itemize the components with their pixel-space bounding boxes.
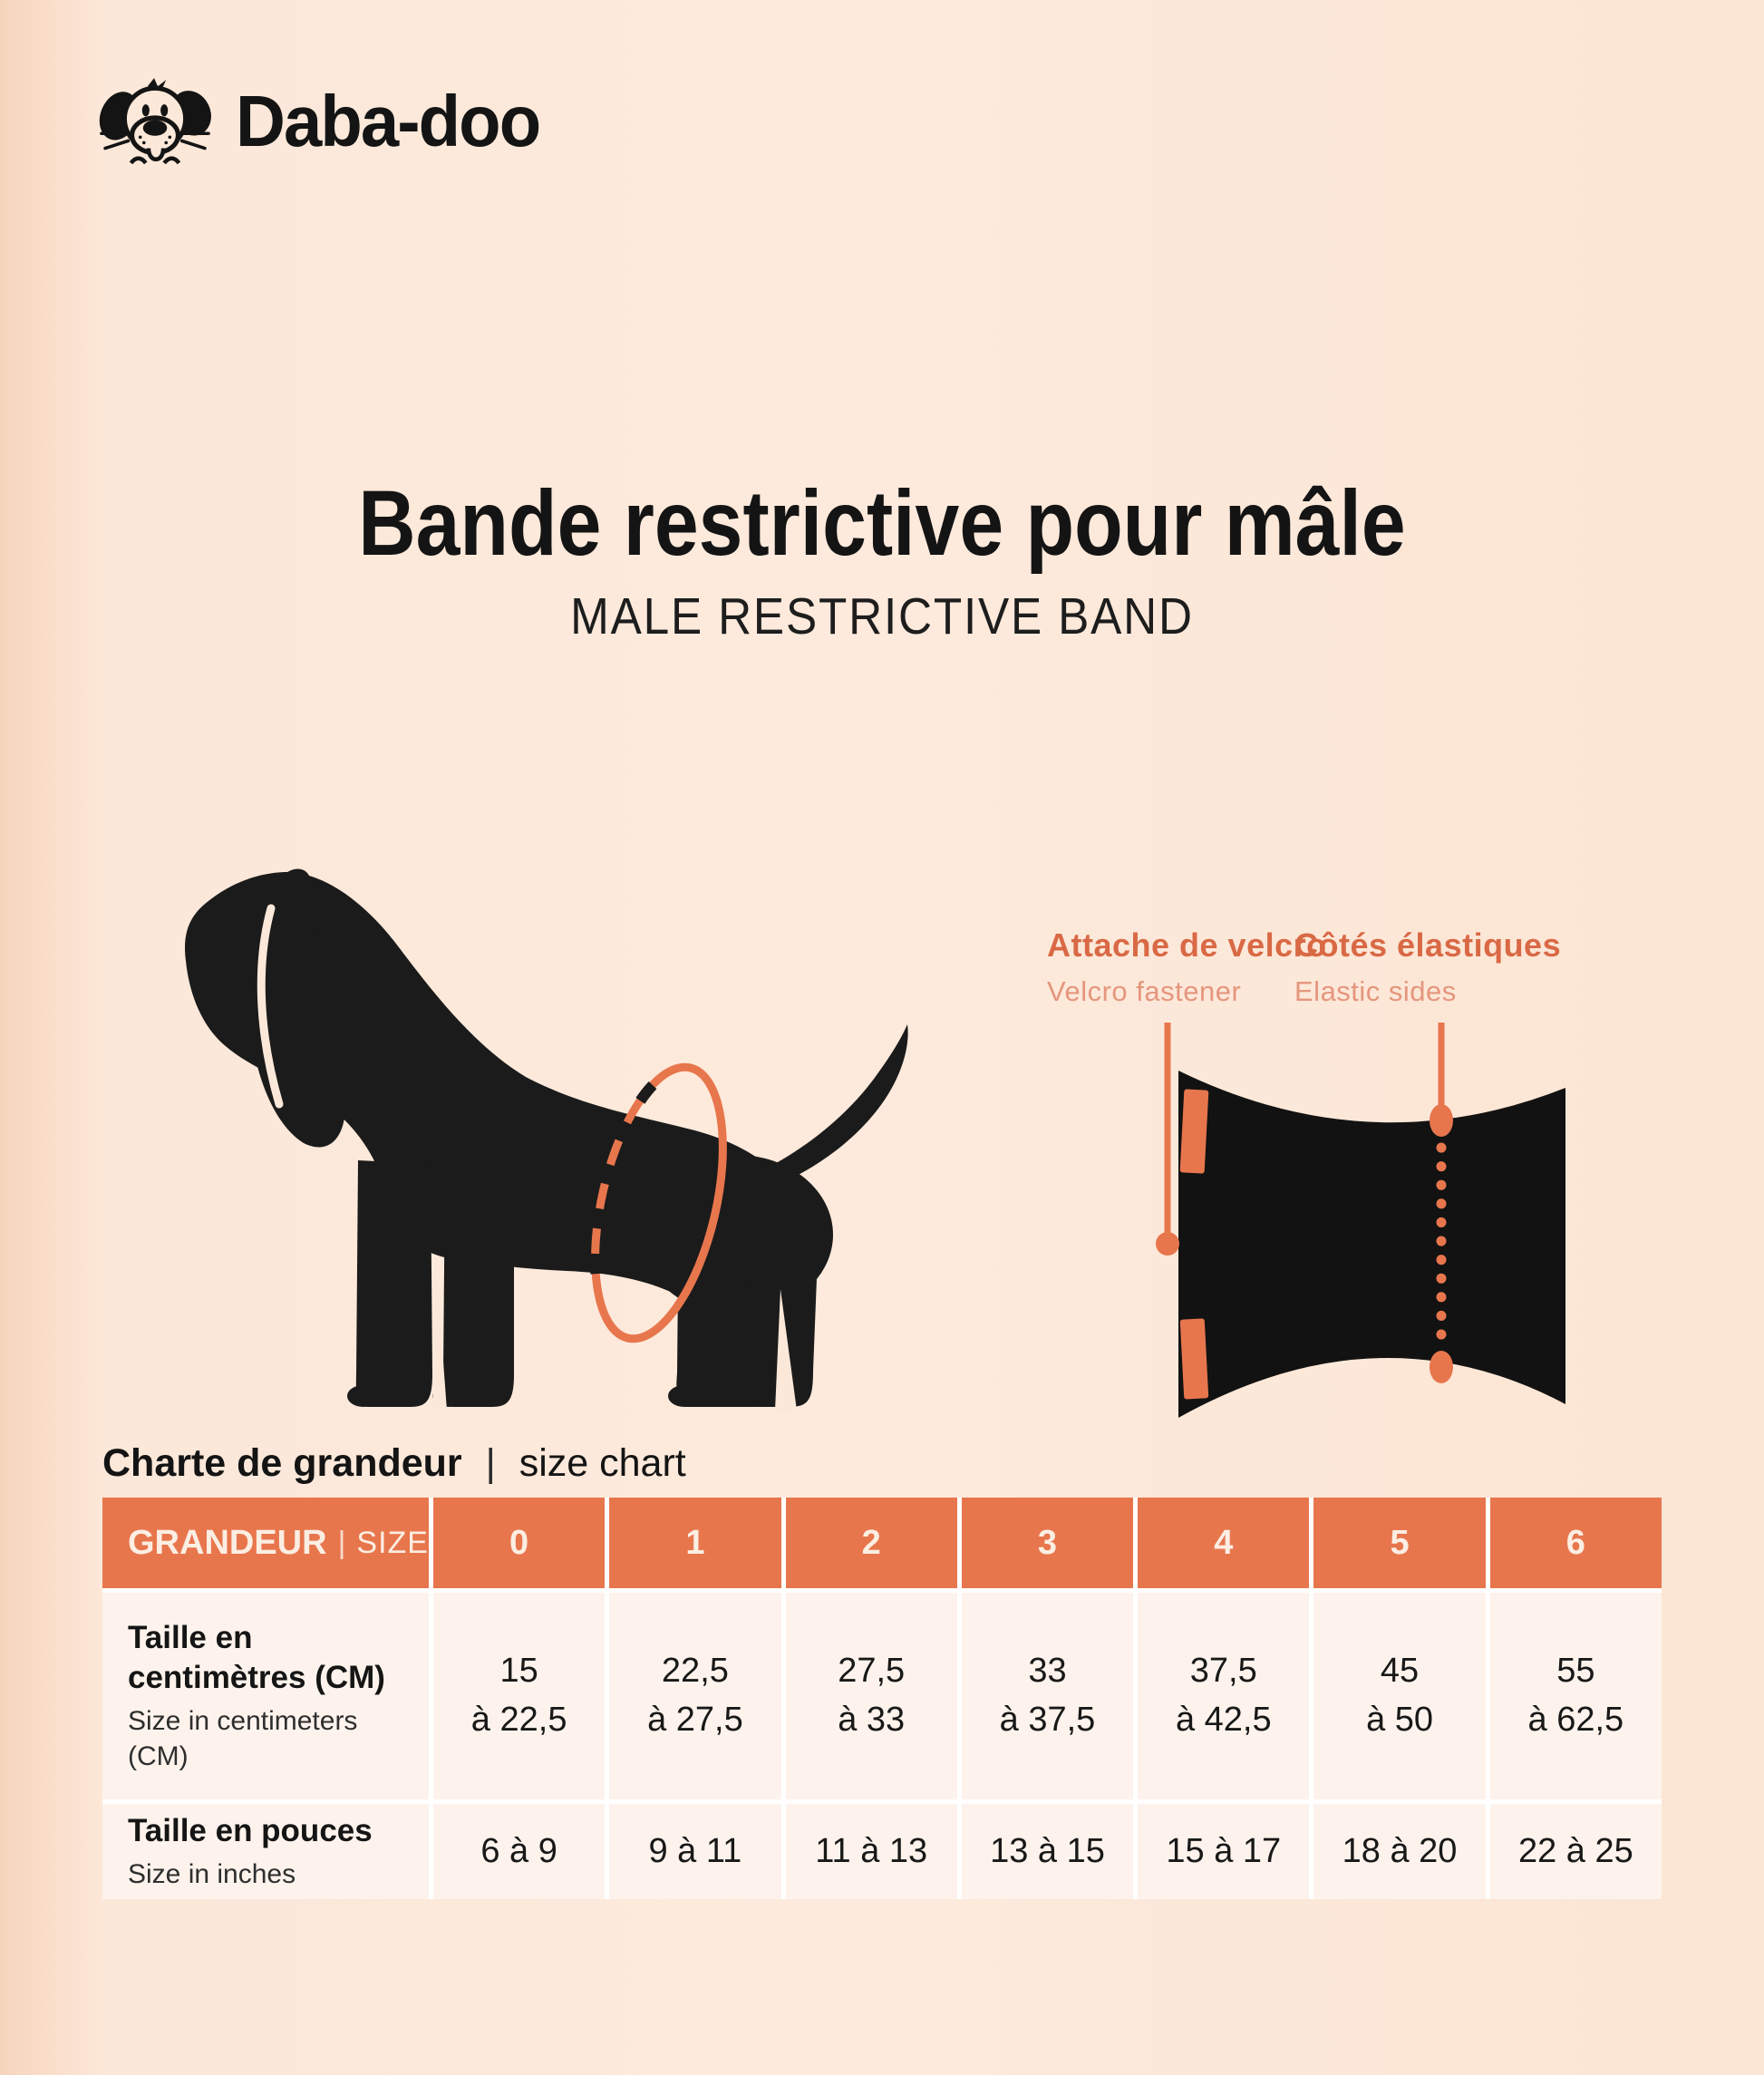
size-chart-heading-separator: |: [485, 1441, 496, 1485]
dog-silhouette-illustration: [184, 868, 908, 1411]
callout-elastic: Côtés élastiques Elastic sides: [1294, 926, 1561, 1008]
header-cell-size-2: 2: [785, 1498, 957, 1588]
header-cell-size-0: 0: [432, 1498, 606, 1588]
size-chart-heading-fr: Charte de grandeur: [102, 1441, 462, 1485]
header-cell-size-1: 1: [609, 1498, 781, 1588]
cell-cm-size-1: 22,5 à 27,5: [609, 1593, 781, 1799]
row-label-centimeters: Taille en centimètres (CM) Size in centi…: [102, 1593, 429, 1799]
callout-elastic-label-fr: Côtés élastiques: [1294, 926, 1562, 964]
velcro-strip-bottom: [1179, 1318, 1209, 1400]
measuring-band-ring: [589, 1062, 727, 1343]
cell-in-size-2: 11 à 13: [785, 1804, 957, 1899]
header-cell-size-4: 4: [1138, 1498, 1310, 1588]
row-label-centimeters-en: Size in centimeters (CM): [128, 1705, 358, 1771]
header-label-separator: |: [337, 1525, 346, 1560]
row-label-centimeters-fr: Taille en centimètres (CM): [128, 1620, 385, 1695]
band-body: [1178, 1071, 1565, 1418]
cell-cm-size-6: 55 à 62,5: [1489, 1593, 1662, 1799]
size-chart-table: GRANDEUR | SIZE 0 1 2 3 4 5 6 Taille en …: [102, 1498, 1662, 1899]
cell-cm-size-2: 27,5 à 33: [785, 1593, 957, 1799]
cell-cm-size-3: 33 à 37,5: [961, 1593, 1134, 1799]
velcro-strip-top: [1179, 1089, 1209, 1174]
header-cell-size-5: 5: [1313, 1498, 1486, 1588]
cell-in-size-3: 13 à 15: [961, 1804, 1134, 1899]
dog-logo-icon: [99, 78, 211, 165]
cell-cm-size-4: 37,5 à 42,5: [1138, 1593, 1310, 1799]
row-label-inches: Taille en pouces Size in inches: [102, 1804, 429, 1899]
header-label-en: SIZE: [356, 1525, 429, 1560]
cell-in-size-5: 18 à 20: [1313, 1804, 1486, 1899]
product-title-en: MALE RESTRICTIVE BAND: [570, 587, 1194, 646]
cell-in-size-6: 22 à 25: [1489, 1804, 1662, 1899]
cell-in-size-4: 15 à 17: [1138, 1804, 1310, 1899]
row-label-inches-en: Size in inches: [128, 1858, 296, 1889]
callout-elastic-label-en: Elastic sides: [1294, 975, 1457, 1007]
product-title-fr: Bande restrictive pour mâle: [358, 471, 1406, 575]
callout-velcro-label-fr: Attache de velcro: [1047, 926, 1327, 964]
header-label-fr: GRANDEUR: [128, 1523, 327, 1562]
elastic-marker-bottom: [1430, 1351, 1453, 1383]
brand-header: Daba-doo: [98, 71, 556, 172]
header-cell-size-3: 3: [961, 1498, 1134, 1588]
band-product-illustration: [1156, 1023, 1565, 1418]
dog-ear: [247, 891, 346, 1148]
header-cell-size-6: 6: [1489, 1498, 1662, 1588]
cell-in-size-0: 6 à 9: [432, 1804, 606, 1899]
velcro-marker-dot: [1156, 1232, 1179, 1256]
hero-section: Bande restrictive pour mâle MALE RESTRIC…: [0, 471, 1764, 646]
elastic-marker-top: [1430, 1104, 1453, 1137]
callout-velcro-label-en: Velcro fastener: [1047, 975, 1242, 1007]
callout-velcro: Attache de velcro Velcro fastener: [1047, 926, 1327, 1008]
header-cell-grandeur-size: GRANDEUR | SIZE: [102, 1498, 429, 1588]
cell-cm-size-5: 45 à 50: [1313, 1593, 1486, 1799]
size-chart-heading-en: size chart: [519, 1441, 686, 1485]
brand-name: Daba-doo: [236, 81, 541, 161]
size-chart-heading: Charte de grandeur | size chart: [102, 1441, 686, 1486]
cell-in-size-1: 9 à 11: [609, 1804, 781, 1899]
cell-cm-size-0: 15 à 22,5: [432, 1593, 606, 1799]
row-label-inches-fr: Taille en pouces: [128, 1813, 373, 1849]
